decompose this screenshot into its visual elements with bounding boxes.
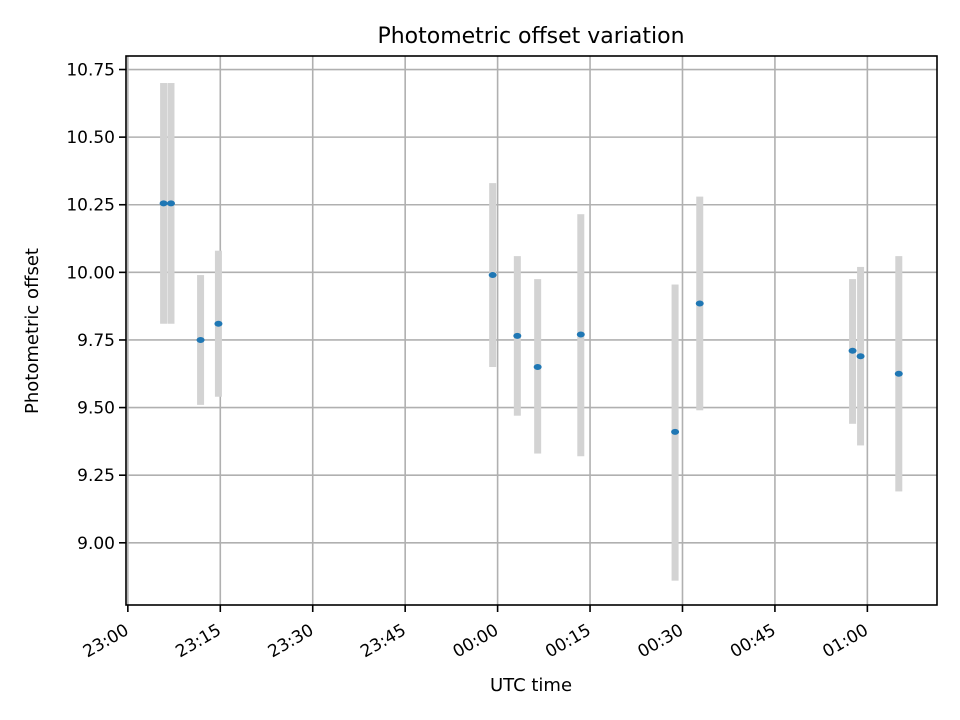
y-tick-label: 10.50 — [66, 128, 115, 148]
data-point — [488, 272, 497, 279]
x-tick-label: 00:30 — [635, 620, 687, 662]
data-point — [214, 320, 223, 327]
x-tick-label: 23:45 — [357, 620, 409, 662]
data-point — [513, 332, 522, 339]
y-axis-ticks: 9.00 9.25 9.50 9.75 10.00 10.25 10.50 10.75 — [66, 61, 126, 554]
x-tick-label: 01:00 — [819, 620, 871, 662]
y-tick-label: 9.00 — [77, 534, 115, 554]
y-axis-label: Photometric offset — [22, 248, 43, 414]
y-tick-label: 10.00 — [66, 263, 115, 283]
data-points — [159, 200, 903, 435]
x-axis-ticks: 23:00 23:15 23:30 23:45 00:00 00:15 00:30 00:45… — [80, 605, 872, 662]
data-point — [856, 353, 865, 360]
x-tick-label: 23:30 — [265, 620, 317, 662]
x-tick-label: 00:15 — [542, 620, 594, 662]
data-point — [576, 331, 585, 338]
x-tick-label: 00:00 — [450, 620, 502, 662]
data-point — [196, 336, 205, 343]
data-point — [166, 200, 175, 207]
y-tick-label: 9.75 — [77, 331, 115, 351]
chart-title: Photometric offset variation — [377, 24, 684, 49]
x-tick-label: 23:15 — [172, 620, 224, 662]
y-tick-label: 9.25 — [77, 466, 115, 486]
x-axis-label: UTC time — [490, 675, 572, 696]
data-point — [848, 347, 857, 354]
y-tick-label: 10.25 — [66, 196, 115, 216]
x-tick-label: 23:00 — [80, 620, 132, 662]
plot-frame — [125, 55, 938, 606]
data-point — [695, 300, 704, 307]
y-tick-label: 9.50 — [77, 399, 115, 419]
data-point — [159, 200, 168, 207]
data-point — [533, 364, 542, 371]
y-tick-label: 10.75 — [66, 61, 115, 81]
data-point — [894, 370, 903, 377]
data-point — [671, 428, 680, 435]
error-bars — [160, 83, 903, 581]
x-tick-label: 00:45 — [727, 620, 779, 662]
grid-lines — [126, 56, 937, 605]
